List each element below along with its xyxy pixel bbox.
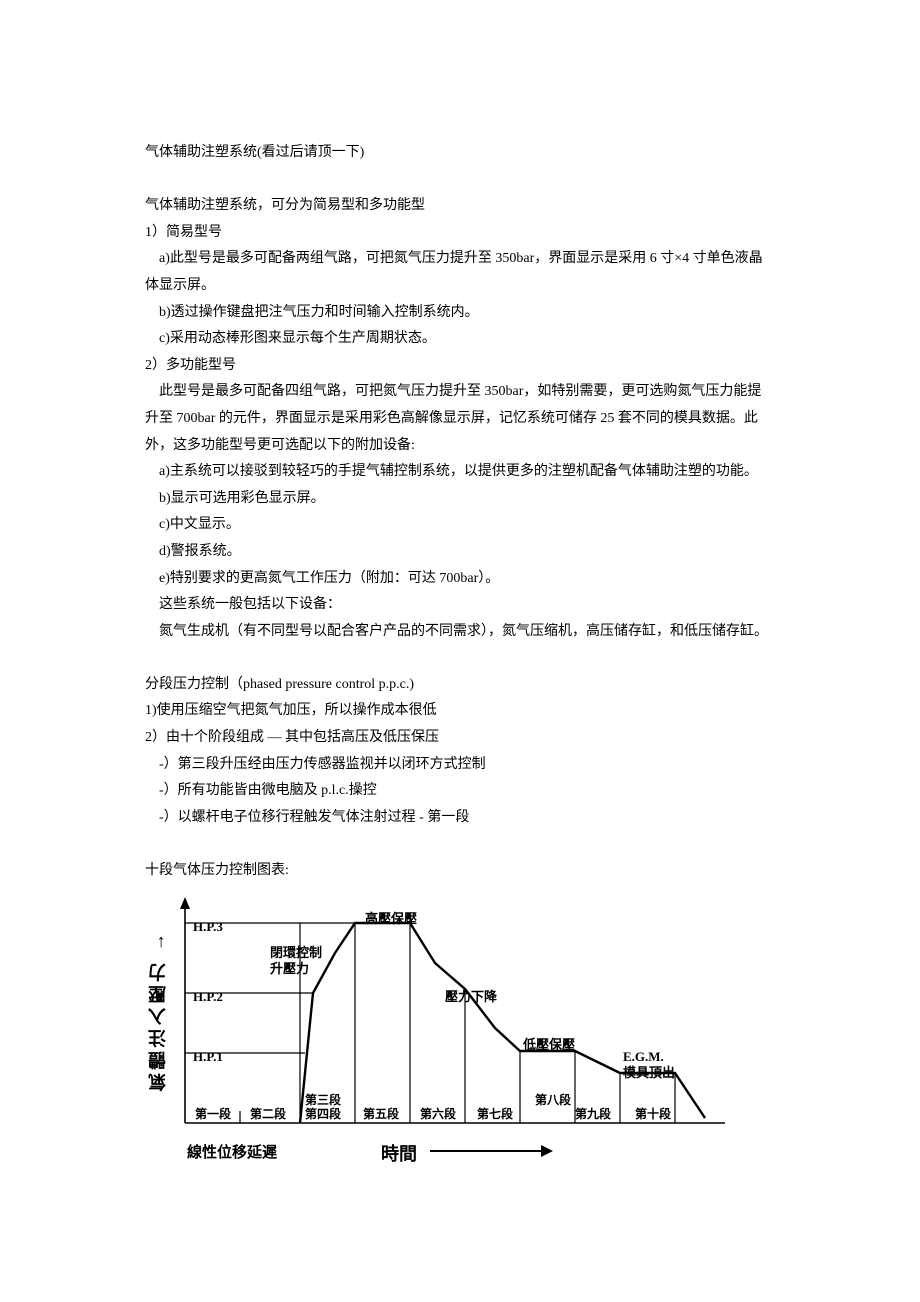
- ppc-item-2b: -）所有功能皆由微电脑及 p.l.c.操控: [145, 778, 775, 805]
- chart-svg: [145, 893, 735, 1173]
- ann-pressure-drop: 壓力下降: [445, 985, 497, 1010]
- ann-lp-hold: 低壓保壓: [523, 1033, 575, 1058]
- sec2-item-d: d)警报系统。: [145, 539, 775, 566]
- sec2-heading: 2）多功能型号: [145, 353, 775, 380]
- page-title: 气体辅助注塑系统(看过后请顶一下): [145, 140, 775, 167]
- stage-8: 第八段: [535, 1089, 571, 1112]
- stage-5: 第五段: [363, 1103, 399, 1126]
- pressure-chart: 氣體注入壓力 →: [145, 893, 735, 1173]
- ppc-item-2: 2）由十个阶段组成 — 其中包括高压及低压保压: [145, 725, 775, 752]
- ann-egm-2: 模具頂出: [623, 1061, 675, 1086]
- x-label-time: 時間: [381, 1137, 417, 1171]
- sec1-item-b: b)透过操作键盘把注气压力和时间输入控制系统内。: [145, 300, 775, 327]
- stage-10: 第十段: [635, 1103, 671, 1126]
- ppc-item-1: 1)使用压缩空气把氮气加压，所以操作成本很低: [145, 698, 775, 725]
- ppc-item-2a: -）第三段升压经由压力传感器监视并以闭环方式控制: [145, 752, 775, 779]
- x-label-linear: 線性位移延遲: [187, 1139, 277, 1168]
- sec2-paragraph: 此型号是最多可配备四组气路，可把氮气压力提升至 350bar，如特别需要，更可选…: [145, 379, 775, 459]
- ppc-heading: 分段压力控制（phased pressure control p.p.c.): [145, 672, 775, 699]
- stage-9: 第九段: [575, 1103, 611, 1126]
- ytick-hp1: H.P.1: [193, 1045, 223, 1070]
- stage-6: 第六段: [420, 1103, 456, 1126]
- stage-1: 第一段: [195, 1103, 231, 1126]
- y-axis-label: 氣體注入壓力 →: [141, 929, 175, 1092]
- chart-title: 十段气体压力控制图表:: [145, 858, 775, 885]
- ann-hp-hold: 高壓保壓: [365, 907, 417, 932]
- stage-2: 第二段: [250, 1103, 286, 1126]
- ppc-item-2c: -）以螺杆电子位移行程触发气体注射过程 - 第一段: [145, 805, 775, 832]
- sec1-item-c: c)采用动态棒形图来显示每个生产周期状态。: [145, 326, 775, 353]
- sec2-systems: 这些系统一般包括以下设备：: [145, 592, 775, 619]
- intro-text: 气体辅助注塑系统，可分为简易型和多功能型: [145, 193, 775, 220]
- ytick-hp2: H.P.2: [193, 985, 223, 1010]
- ann-closed-loop-2: 升壓力: [270, 957, 309, 982]
- stage-4: 第四段: [305, 1103, 341, 1126]
- sec2-item-e: e)特别要求的更高氮气工作压力（附加：可达 700bar）。: [145, 566, 775, 593]
- sec2-item-c: c)中文显示。: [145, 512, 775, 539]
- sec2-item-a: a)主系统可以接驳到较轻巧的手提气辅控制系统，以提供更多的注塑机配备气体辅助注塑…: [145, 459, 775, 486]
- stage-7: 第七段: [477, 1103, 513, 1126]
- sec2-equipment: 氮气生成机（有不同型号以配合客户产品的不同需求），氮气压缩机，高压储存缸，和低压…: [145, 619, 775, 646]
- ytick-hp3: H.P.3: [193, 915, 223, 940]
- sec2-item-b: b)显示可选用彩色显示屏。: [145, 486, 775, 513]
- sec1-heading: 1）简易型号: [145, 220, 775, 247]
- sec1-item-a: a)此型号是最多可配备两组气路，可把氮气压力提升至 350bar，界面显示是采用…: [145, 246, 775, 299]
